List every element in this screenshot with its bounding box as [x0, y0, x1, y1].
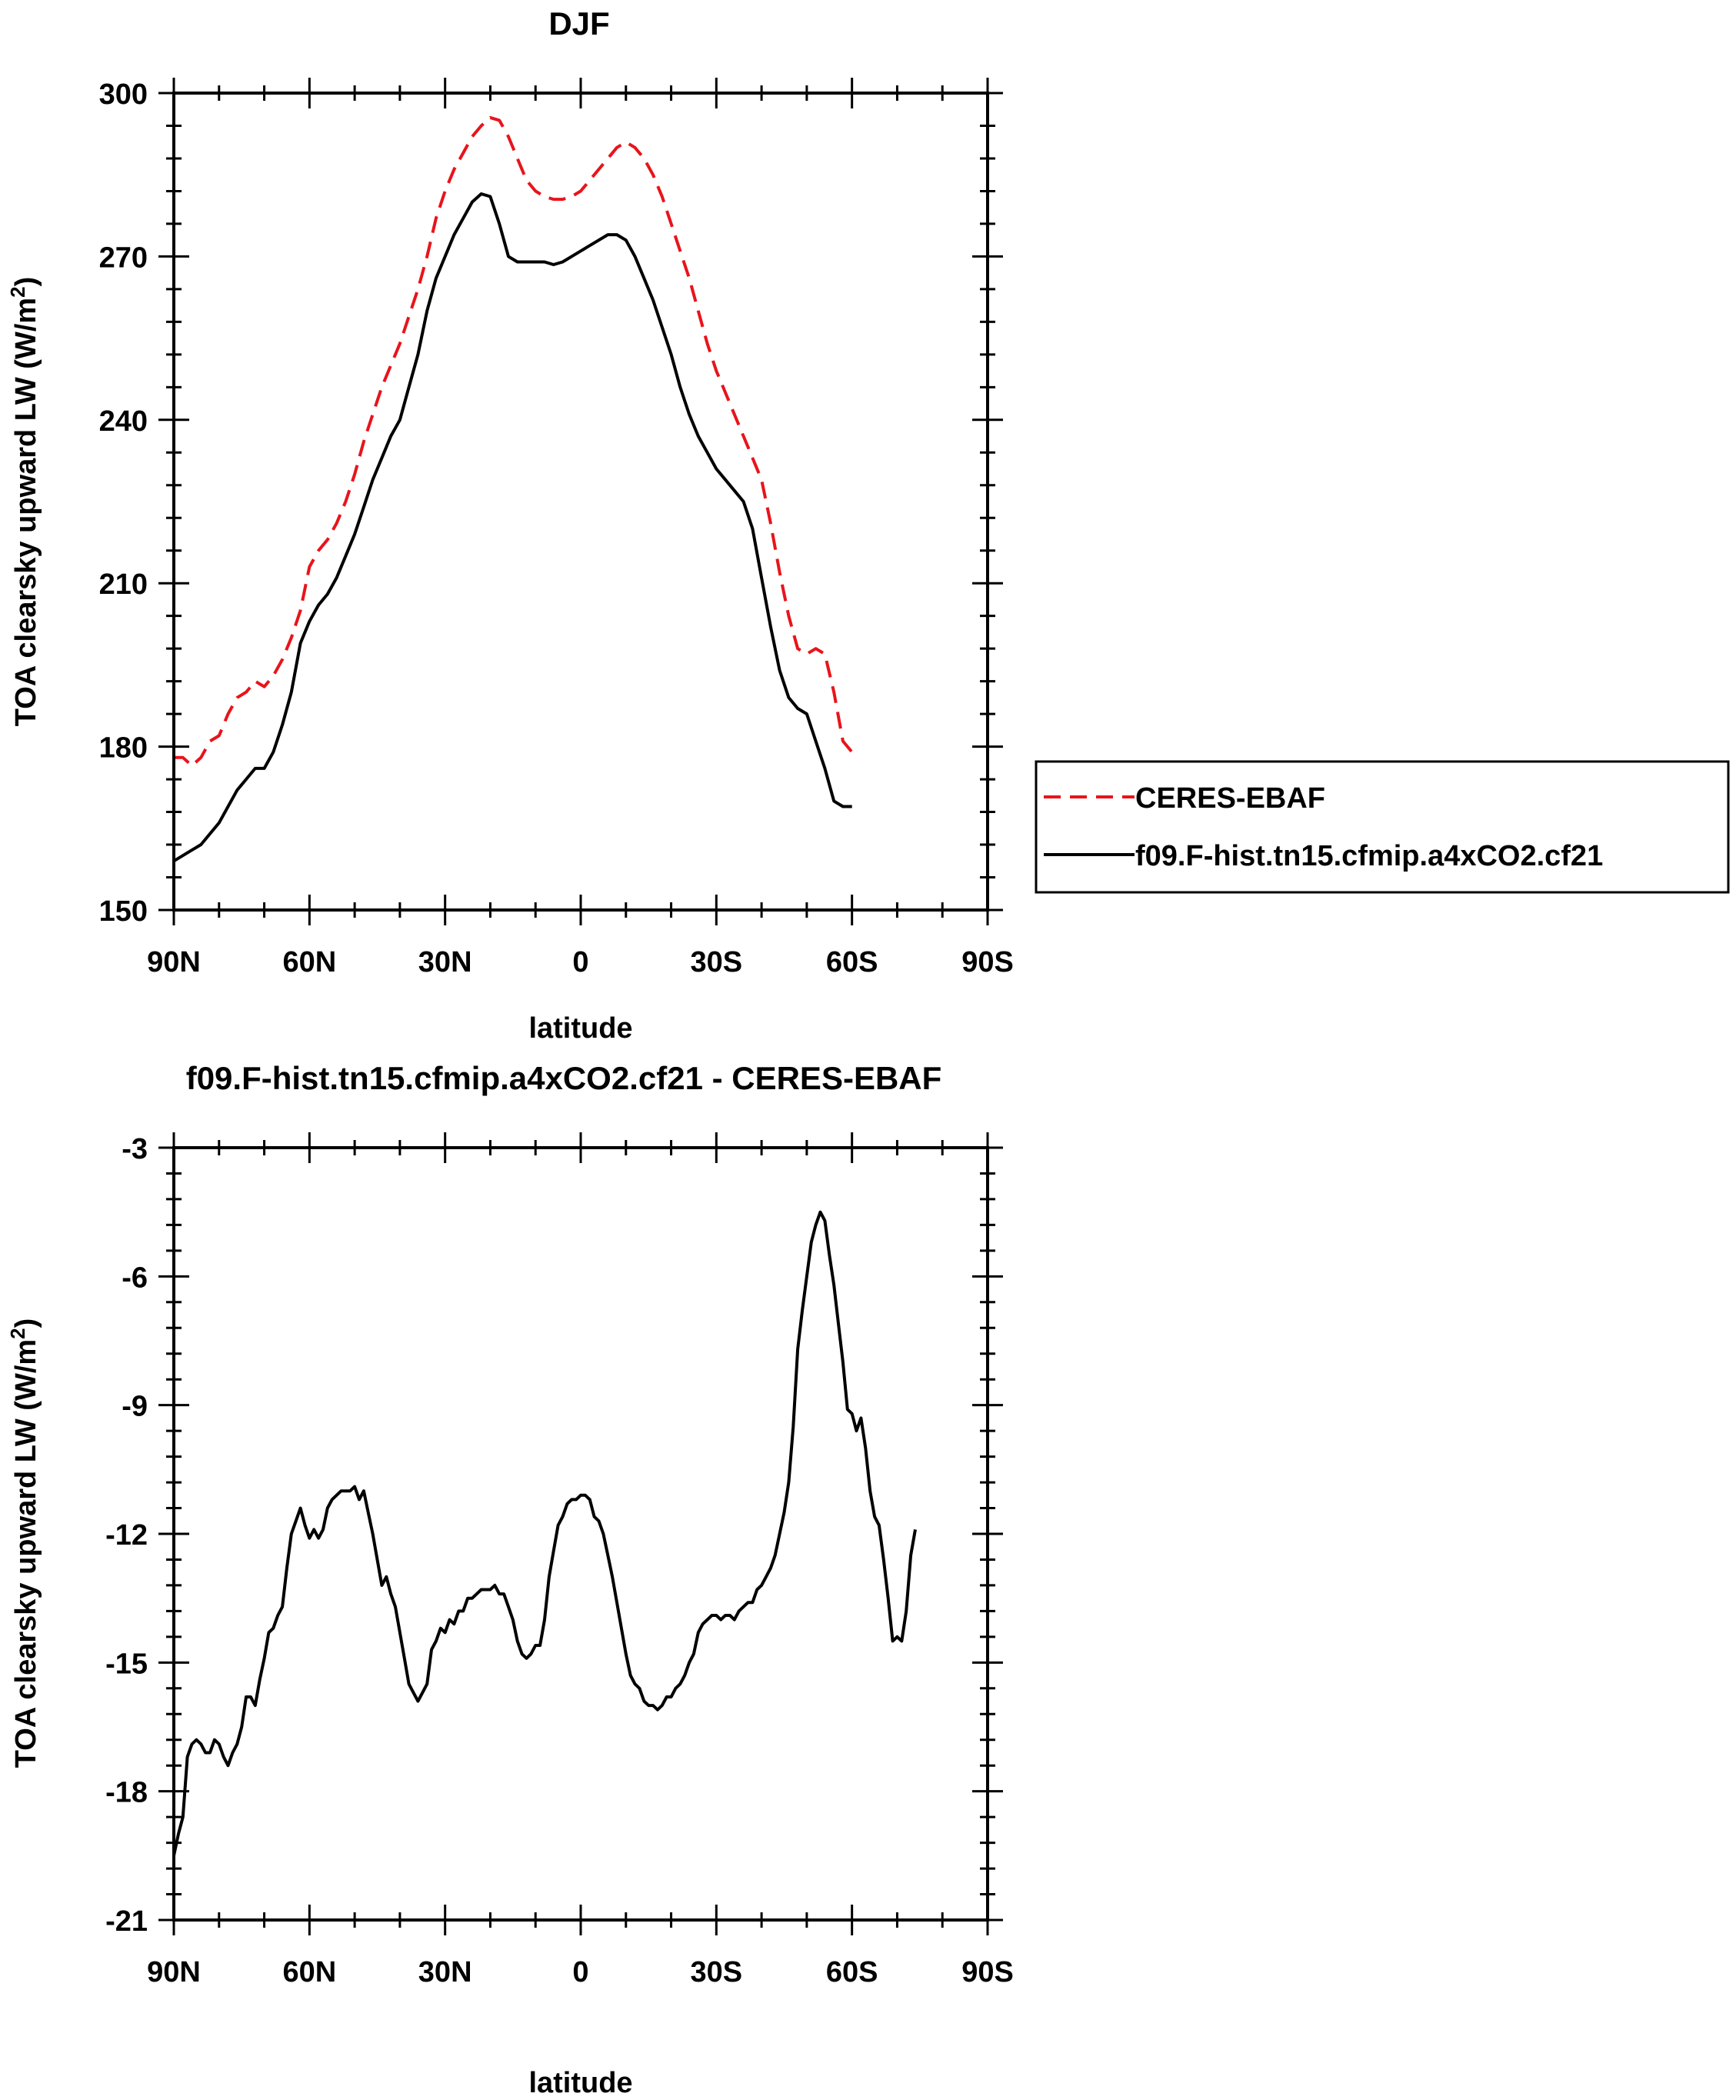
top-series-line-model	[172, 192, 852, 863]
top-plot-frame	[172, 92, 989, 912]
top-y-tick-label: 180	[99, 732, 148, 765]
bottom-y-tick-label: -18	[105, 1777, 148, 1809]
bottom-x-tick-label: 30N	[418, 1956, 472, 1988]
bottom-y-axis-label-end: )	[10, 1318, 42, 1328]
top-axis-ticks	[158, 78, 1003, 925]
bottom-y-tick-label: -21	[105, 1905, 148, 1938]
top-y-tick-labels: 150 180 210 240 270 300	[99, 78, 148, 928]
bottom-x-tick-label: 90S	[961, 1956, 1014, 1988]
bottom-x-axis-label: latitude	[528, 2067, 632, 2099]
top-y-tick-label: 270	[99, 242, 148, 274]
top-x-tick-labels: 90N 60N 30N 0 30S 60S 90S	[147, 946, 1014, 978]
top-y-axis-label: TOA clearsky upward LW (W/m2)	[6, 277, 42, 727]
top-chart-title: DJF	[548, 5, 609, 42]
bottom-y-tick-label: -9	[122, 1391, 148, 1423]
top-x-tick-label: 60N	[282, 946, 336, 978]
bottom-y-axis-label: TOA clearsky upward LW (W/m2)	[6, 1318, 42, 1768]
bottom-x-tick-label: 60S	[826, 1956, 878, 1988]
bottom-y-axis-label-sup: 2	[6, 1328, 29, 1338]
top-x-tick-label: 30S	[691, 946, 743, 978]
top-x-tick-label: 60S	[826, 946, 878, 978]
bottom-y-tick-label: -15	[105, 1648, 148, 1680]
top-legend: CERES-EBAF f09.F-hist.tn15.cfmip.a4xCO2.…	[1035, 760, 1730, 894]
bottom-y-tick-labels: -21 -18 -15 -12 -9 -6 -3	[105, 1133, 148, 1938]
top-y-tick-label: 210	[99, 568, 148, 601]
bottom-panel: f09.F-hist.tn15.cfmip.a4xCO2.cf21 - CERE…	[6, 1060, 1014, 2099]
bottom-x-tick-labels: 90N 60N 30N 0 30S 60S 90S	[147, 1956, 1014, 1988]
top-series-line-ceres-ebaf	[174, 115, 854, 768]
top-y-axis-label-end: )	[10, 277, 42, 287]
bottom-y-axis-label-main: TOA clearsky upward LW (W/m	[10, 1339, 42, 1768]
legend-label-model: f09.F-hist.tn15.cfmip.a4xCO2.cf21	[1135, 840, 1603, 872]
legend-label-ceres: CERES-EBAF	[1135, 782, 1325, 815]
bottom-series-line-difference	[172, 1210, 917, 1856]
bottom-y-tick-label: -12	[105, 1519, 148, 1552]
top-x-tick-label: 0	[572, 946, 588, 978]
top-y-tick-label: 240	[99, 405, 148, 438]
top-x-tick-label: 90N	[147, 946, 201, 978]
bottom-series-lines	[172, 1210, 917, 1856]
legend-box	[1035, 760, 1730, 894]
bottom-chart-title: f09.F-hist.tn15.cfmip.a4xCO2.cf21 - CERE…	[186, 1060, 942, 1096]
top-x-axis-label: latitude	[528, 1012, 632, 1045]
top-series-lines	[172, 115, 854, 863]
bottom-y-tick-label: -3	[122, 1133, 148, 1165]
top-y-axis-label-sup: 2	[6, 286, 29, 297]
bottom-x-tick-label: 30S	[691, 1956, 743, 1988]
top-y-axis-label-main: TOA clearsky upward LW (W/m	[10, 298, 42, 726]
bottom-x-tick-label: 90N	[147, 1956, 201, 1988]
top-x-tick-label: 30N	[418, 946, 472, 978]
top-y-tick-label: 150	[99, 895, 148, 928]
top-x-tick-label: 90S	[961, 946, 1014, 978]
bottom-plot-frame	[172, 1146, 989, 1922]
bottom-y-tick-label: -6	[122, 1262, 148, 1294]
bottom-x-tick-label: 0	[572, 1956, 588, 1988]
bottom-x-tick-label: 60N	[282, 1956, 336, 1988]
bottom-axis-ticks	[158, 1132, 1003, 1935]
top-y-tick-label: 300	[99, 78, 148, 111]
